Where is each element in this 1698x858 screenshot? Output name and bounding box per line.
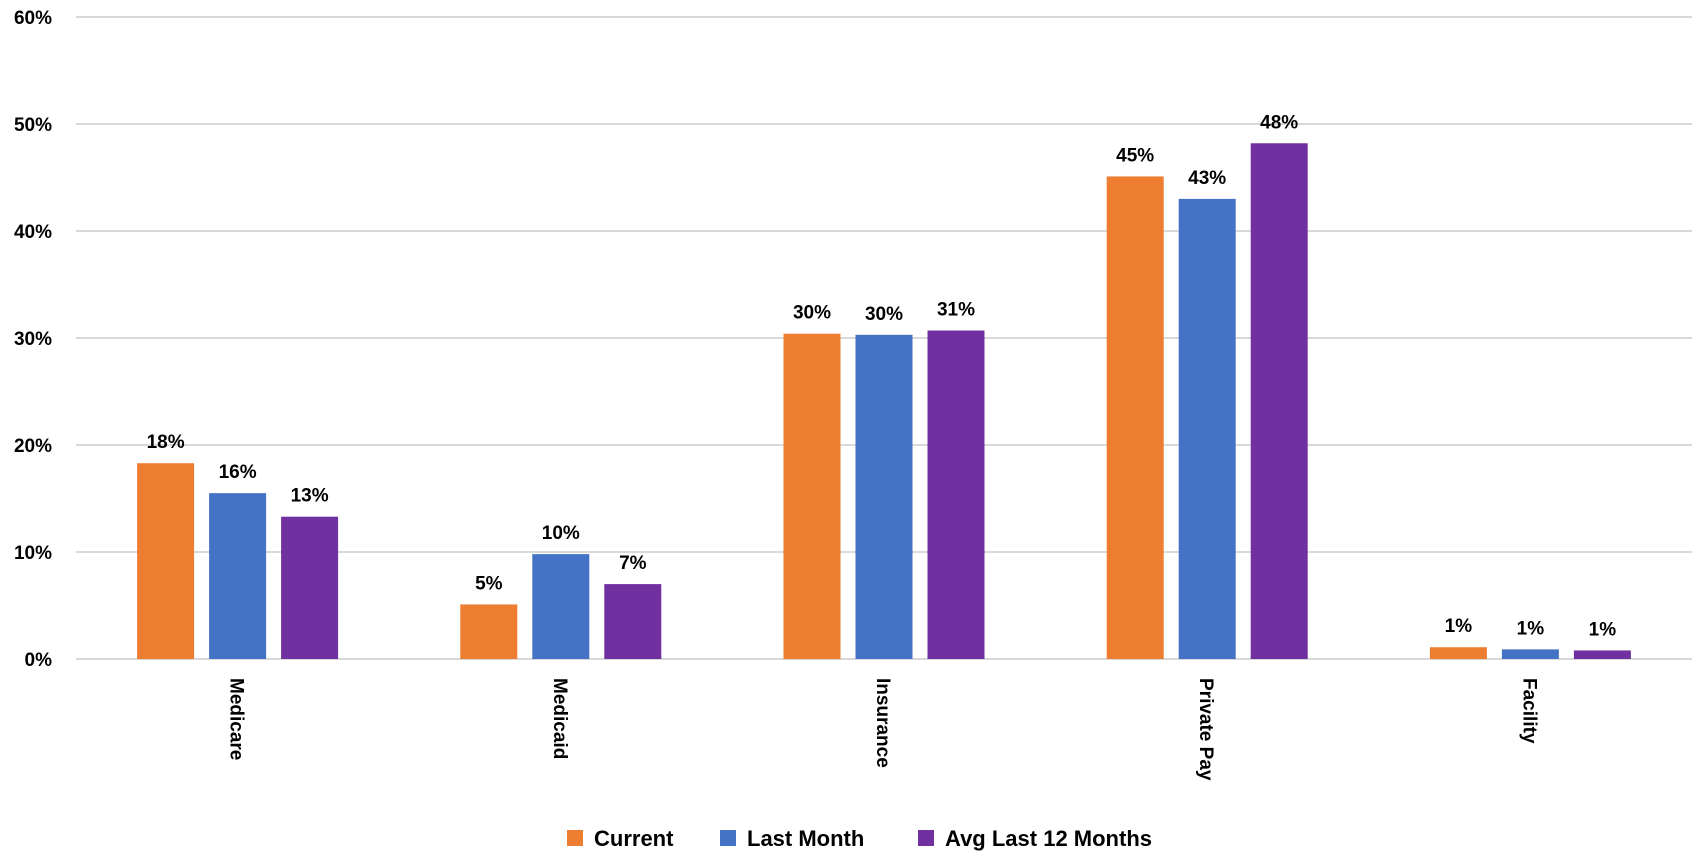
data-label: 1% [1517, 618, 1545, 639]
data-label: 43% [1188, 168, 1226, 189]
legend-swatch-avg-last-12-months [918, 830, 934, 846]
legend-swatch-current [567, 830, 583, 846]
bar-avg-last-12-months-insurance [927, 330, 985, 659]
y-tick-label: 30% [14, 329, 52, 350]
category-label-private-pay: Private Pay [1195, 678, 1216, 781]
bar-current-private-pay [1106, 176, 1164, 659]
data-label: 30% [865, 304, 903, 325]
category-label-facility: Facility [1518, 678, 1539, 744]
bar-last-month-medicaid [532, 554, 590, 659]
y-tick-label: 50% [14, 115, 52, 136]
data-label: 7% [619, 553, 647, 574]
legend-label-last-month: Last Month [747, 826, 864, 851]
legend: Current Last Month Avg Last 12 Months [567, 826, 1152, 851]
bar-avg-last-12-months-private-pay [1250, 143, 1308, 659]
legend-swatch-last-month [720, 830, 736, 846]
category-label-insurance: Insurance [872, 678, 893, 768]
data-label: 45% [1116, 145, 1154, 166]
data-label: 1% [1589, 619, 1617, 640]
bar-current-medicare [137, 463, 195, 659]
y-tick-label: 0% [25, 650, 53, 671]
data-label: 5% [475, 573, 503, 594]
legend-label-current: Current [594, 826, 674, 851]
data-label: 18% [147, 432, 185, 453]
x-axis-categories: Medicare Medicaid Insurance Private Pay Faci… [226, 678, 1540, 781]
bar-current-facility [1429, 647, 1487, 659]
y-tick-label: 10% [14, 543, 52, 564]
legend-label-avg-last-12-months: Avg Last 12 Months [945, 826, 1152, 851]
data-label: 30% [793, 303, 831, 324]
y-tick-label: 40% [14, 222, 52, 243]
y-tick-label: 20% [14, 436, 52, 457]
category-label-medicare: Medicare [226, 678, 247, 760]
bar-last-month-medicare [209, 493, 267, 659]
data-label: 48% [1260, 112, 1298, 133]
data-label: 16% [219, 462, 257, 483]
data-label: 1% [1445, 616, 1473, 637]
bars [137, 143, 1631, 659]
category-label-medicaid: Medicaid [549, 678, 570, 759]
data-labels: 18% 16% 13% 5% 10% 7% 30% 30% 31% 45% 43% 48% 1% 1% 1% [147, 112, 1617, 640]
bar-avg-last-12-months-medicaid [604, 584, 662, 659]
bar-last-month-private-pay [1178, 198, 1236, 659]
bar-last-month-insurance [855, 334, 913, 659]
y-tick-label: 60% [14, 8, 52, 29]
bar-avg-last-12-months-facility [1573, 650, 1631, 659]
bar-current-insurance [783, 333, 841, 659]
bar-current-medicaid [460, 604, 518, 659]
data-label: 10% [542, 523, 580, 544]
data-label: 31% [937, 300, 975, 321]
bar-last-month-facility [1501, 649, 1559, 659]
y-axis-ticks: 0% 10% 20% 30% 40% 50% 60% [14, 8, 52, 671]
bar-avg-last-12-months-medicare [281, 516, 339, 659]
data-label: 13% [291, 486, 329, 507]
